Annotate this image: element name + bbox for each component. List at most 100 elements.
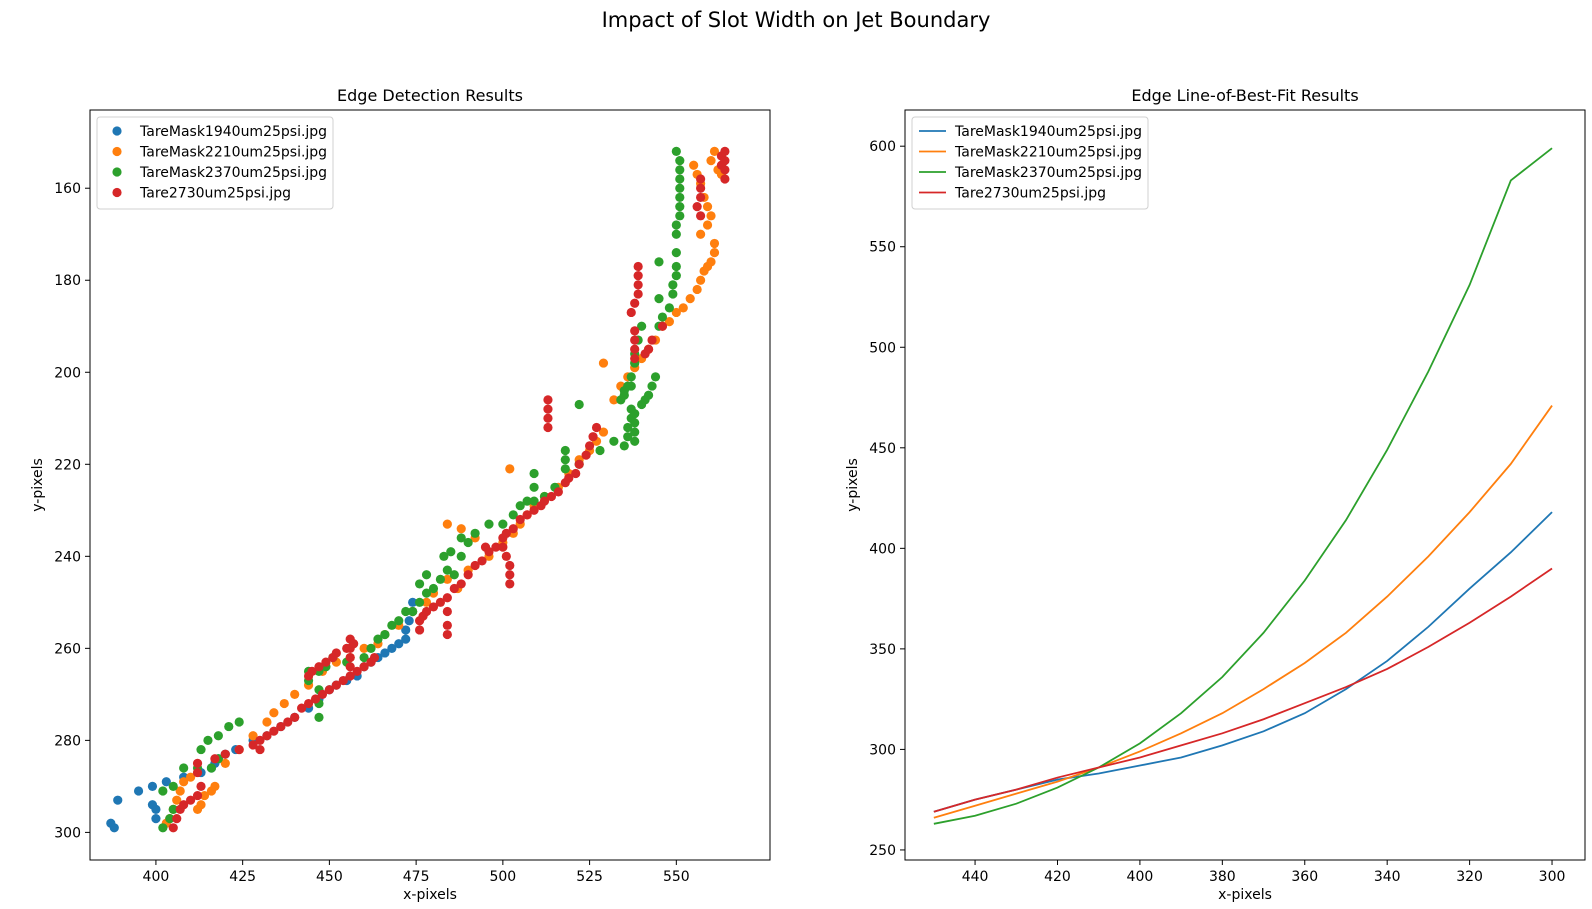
data-point (671, 248, 681, 258)
data-point (262, 731, 272, 741)
data-point (349, 639, 359, 649)
data-point (671, 146, 681, 157)
data-point (401, 634, 411, 644)
data-point (626, 307, 636, 318)
data-point (199, 790, 210, 801)
data-point (387, 643, 397, 653)
data-point (664, 303, 674, 313)
data-point (498, 519, 508, 529)
data-point (307, 666, 317, 676)
x-tick-label: 400 (1127, 869, 1154, 885)
y-tick-label: 250 (869, 843, 896, 859)
data-point (689, 160, 699, 170)
axes-frame (904, 109, 1586, 861)
data-point (696, 229, 706, 239)
x-tick-label: 425 (229, 869, 256, 885)
data-point (484, 519, 494, 529)
data-point (168, 804, 178, 814)
data-point (158, 786, 168, 796)
y-tick-label: 450 (869, 441, 896, 457)
series-line (933, 511, 1553, 813)
data-point (692, 202, 702, 212)
data-point (262, 717, 272, 727)
data-point (702, 220, 713, 230)
x-tick-label: 450 (316, 869, 343, 885)
data-point (192, 758, 203, 768)
data-point (630, 344, 640, 354)
y-tick-label: 160 (54, 181, 81, 197)
data-point (505, 560, 515, 571)
data-point (657, 321, 668, 331)
data-point (595, 445, 605, 456)
data-point (456, 524, 466, 534)
data-point (192, 790, 203, 801)
data-point (630, 298, 640, 308)
x-tick-label: 300 (1539, 869, 1566, 885)
data-point (637, 321, 647, 331)
data-point (696, 183, 706, 193)
data-point (696, 275, 706, 285)
data-point (609, 395, 619, 405)
data-point (470, 560, 480, 571)
axes-title: Edge Line-of-Best-Fit Results (1131, 86, 1358, 105)
legend-box (911, 116, 1149, 210)
data-point (633, 261, 643, 272)
x-tick-label: 360 (1291, 869, 1318, 885)
data-point (480, 542, 491, 552)
data-point (408, 606, 418, 617)
data-point (269, 726, 279, 736)
data-point (387, 620, 397, 630)
data-point (501, 551, 511, 561)
plot-area (106, 146, 730, 833)
data-point (380, 648, 390, 658)
y-tick-label: 300 (54, 825, 81, 841)
data-point (179, 763, 189, 773)
data-point (706, 257, 716, 267)
data-point (626, 372, 636, 382)
data-point (220, 758, 230, 768)
data-point (314, 712, 324, 722)
data-point (709, 146, 720, 157)
data-point (543, 422, 553, 433)
data-point (345, 662, 355, 672)
data-point (463, 537, 473, 548)
series-line (933, 147, 1553, 825)
data-point (369, 652, 380, 663)
y-tick-label: 260 (54, 641, 81, 657)
data-point (158, 823, 168, 833)
data-point (234, 744, 244, 755)
data-point (276, 721, 286, 732)
x-tick-label: 420 (1044, 869, 1071, 885)
data-point (633, 271, 643, 281)
data-point (664, 317, 674, 327)
data-point (186, 772, 196, 782)
data-point (338, 675, 348, 686)
data-point (234, 717, 244, 727)
data-point (623, 432, 633, 442)
data-point (220, 749, 230, 759)
data-point (584, 441, 595, 451)
data-point (401, 625, 411, 635)
data-point (560, 455, 570, 465)
data-point (317, 689, 328, 699)
data-point (470, 528, 480, 538)
x-tick-label: 320 (1456, 869, 1483, 885)
data-point (113, 795, 123, 805)
legend-label: Tare2730um25psi.jpg (954, 186, 1106, 202)
data-point (675, 211, 685, 221)
data-point (321, 657, 331, 667)
data-point (439, 551, 449, 561)
data-point (210, 781, 220, 791)
data-point (720, 156, 730, 166)
data-point (172, 795, 182, 805)
data-point (696, 174, 706, 184)
data-point (671, 307, 681, 318)
data-point (657, 312, 668, 322)
data-point (630, 353, 640, 364)
legend-marker (112, 187, 122, 198)
data-point (224, 721, 234, 732)
data-point (505, 464, 515, 474)
data-point (168, 781, 178, 791)
data-point (515, 514, 525, 525)
data-point (675, 156, 685, 166)
